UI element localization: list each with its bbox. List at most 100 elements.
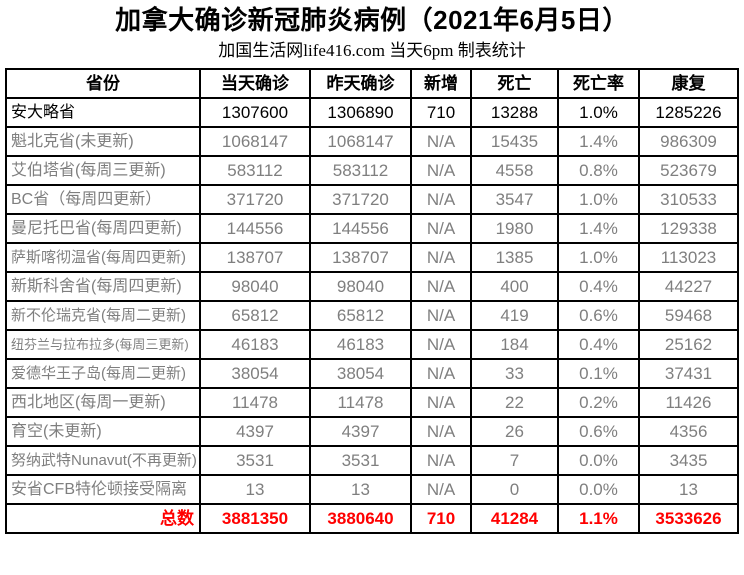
province-cell: 爱德华王子岛(每周二更新) <box>5 358 201 389</box>
death-rate-cell: 0.0% <box>557 474 640 505</box>
deaths-cell: 13288 <box>470 97 559 128</box>
today-confirmed-cell: 46183 <box>199 329 311 360</box>
today-confirmed-cell: 11478 <box>199 387 311 418</box>
province-cell: 艾伯塔省(每周三更新) <box>5 155 201 186</box>
province-cell: 曼尼托巴省(每周四更新) <box>5 213 201 244</box>
deaths-cell: 4558 <box>470 155 559 186</box>
table-row: 努纳武特Nunavut(不再更新) 3531 3531 N/A 7 0.0% 3… <box>5 445 739 476</box>
yesterday-confirmed-cell: 98040 <box>309 271 412 302</box>
yesterday-confirmed-cell: 3531 <box>309 445 412 476</box>
recovered-cell: 3435 <box>638 445 739 476</box>
today-confirmed-cell: 98040 <box>199 271 311 302</box>
province-cell: 安省CFB特伦顿接受隔离 <box>5 474 201 505</box>
new-cases-cell: 710 <box>410 97 472 128</box>
table-row: 安大略省 1307600 1306890 710 13288 1.0% 1285… <box>5 97 739 128</box>
today-confirmed-cell: 1307600 <box>199 97 311 128</box>
recovered-cell: 113023 <box>638 242 739 273</box>
new-cases-cell: N/A <box>410 358 472 389</box>
yesterday-confirmed-cell: 65812 <box>309 300 412 331</box>
today-confirmed-cell: 1068147 <box>199 126 311 157</box>
today-confirmed-cell: 65812 <box>199 300 311 331</box>
death-rate-cell: 1.0% <box>557 97 640 128</box>
table-body: 安大略省 1307600 1306890 710 13288 1.0% 1285… <box>5 97 739 505</box>
page-subtitle: 加国生活网life416.com 当天6pm 制表统计 <box>218 41 526 60</box>
table-row: 曼尼托巴省(每周四更新) 144556 144556 N/A 1980 1.4%… <box>5 213 739 244</box>
deaths-cell: 22 <box>470 387 559 418</box>
yesterday-confirmed-cell: 371720 <box>309 184 412 215</box>
table-row: BC省（每周四更新） 371720 371720 N/A 3547 1.0% 3… <box>5 184 739 215</box>
yesterday-confirmed-cell: 144556 <box>309 213 412 244</box>
page-title: 加拿大确诊新冠肺炎病例（2021年6月5日） <box>115 5 629 35</box>
province-cell: 纽芬兰与拉布拉多(每周三更新) <box>5 329 201 360</box>
today-confirmed-cell: 138707 <box>199 242 311 273</box>
recovered-cell: 129338 <box>638 213 739 244</box>
table-row: 新斯科舍省(每周四更新) 98040 98040 N/A 400 0.4% 44… <box>5 271 739 302</box>
today-confirmed-cell: 3531 <box>199 445 311 476</box>
total-today-confirmed: 3881350 <box>199 503 311 534</box>
table-row: 魁北克省(未更新) 1068147 1068147 N/A 15435 1.4%… <box>5 126 739 157</box>
new-cases-cell: N/A <box>410 445 472 476</box>
table-row: 西北地区(每周一更新) 11478 11478 N/A 22 0.2% 1142… <box>5 387 739 418</box>
new-cases-cell: N/A <box>410 300 472 331</box>
deaths-cell: 1980 <box>470 213 559 244</box>
col-header-recovered: 康复 <box>638 68 739 99</box>
province-cell: 新斯科舍省(每周四更新) <box>5 271 201 302</box>
table-header: 省份 当天确诊 昨天确诊 新增 死亡 死亡率 康复 <box>5 68 739 99</box>
new-cases-cell: N/A <box>410 126 472 157</box>
new-cases-cell: N/A <box>410 387 472 418</box>
death-rate-cell: 0.4% <box>557 271 640 302</box>
yesterday-confirmed-cell: 11478 <box>309 387 412 418</box>
yesterday-confirmed-cell: 138707 <box>309 242 412 273</box>
death-rate-cell: 0.6% <box>557 300 640 331</box>
death-rate-cell: 1.4% <box>557 126 640 157</box>
recovered-cell: 59468 <box>638 300 739 331</box>
table-row: 萨斯喀彻温省(每周四更新) 138707 138707 N/A 1385 1.0… <box>5 242 739 273</box>
new-cases-cell: N/A <box>410 416 472 447</box>
deaths-cell: 1385 <box>470 242 559 273</box>
recovered-cell: 13 <box>638 474 739 505</box>
yesterday-confirmed-cell: 583112 <box>309 155 412 186</box>
table-row: 爱德华王子岛(每周二更新) 38054 38054 N/A 33 0.1% 37… <box>5 358 739 389</box>
province-cell: 安大略省 <box>5 97 201 128</box>
recovered-cell: 986309 <box>638 126 739 157</box>
total-row: 总数 3881350 3880640 710 41284 1.1% 353362… <box>5 503 739 534</box>
total-deaths: 41284 <box>470 503 559 534</box>
col-header-yesterday-confirmed: 昨天确诊 <box>309 68 412 99</box>
yesterday-confirmed-cell: 38054 <box>309 358 412 389</box>
province-cell: 努纳武特Nunavut(不再更新) <box>5 445 201 476</box>
table-row: 安省CFB特伦顿接受隔离 13 13 N/A 0 0.0% 13 <box>5 474 739 505</box>
new-cases-cell: N/A <box>410 213 472 244</box>
deaths-cell: 3547 <box>470 184 559 215</box>
table-footer: 总数 3881350 3880640 710 41284 1.1% 353362… <box>5 503 739 534</box>
death-rate-cell: 1.0% <box>557 184 640 215</box>
recovered-cell: 4356 <box>638 416 739 447</box>
death-rate-cell: 0.1% <box>557 358 640 389</box>
death-rate-cell: 0.6% <box>557 416 640 447</box>
death-rate-cell: 0.2% <box>557 387 640 418</box>
new-cases-cell: N/A <box>410 184 472 215</box>
col-header-deaths: 死亡 <box>470 68 559 99</box>
today-confirmed-cell: 4397 <box>199 416 311 447</box>
statistics-page: 加拿大确诊新冠肺炎病例（2021年6月5日） 加国生活网life416.com … <box>0 5 744 534</box>
province-cell: 新不伦瑞克省(每周二更新) <box>5 300 201 331</box>
total-death-rate: 1.1% <box>557 503 640 534</box>
deaths-cell: 400 <box>470 271 559 302</box>
new-cases-cell: N/A <box>410 242 472 273</box>
province-cell: 萨斯喀彻温省(每周四更新) <box>5 242 201 273</box>
table-row: 纽芬兰与拉布拉多(每周三更新) 46183 46183 N/A 184 0.4%… <box>5 329 739 360</box>
province-cell: 西北地区(每周一更新) <box>5 387 201 418</box>
death-rate-cell: 1.0% <box>557 242 640 273</box>
yesterday-confirmed-cell: 46183 <box>309 329 412 360</box>
total-yesterday-confirmed: 3880640 <box>309 503 412 534</box>
deaths-cell: 419 <box>470 300 559 331</box>
death-rate-cell: 0.4% <box>557 329 640 360</box>
recovered-cell: 11426 <box>638 387 739 418</box>
today-confirmed-cell: 144556 <box>199 213 311 244</box>
col-header-death-rate: 死亡率 <box>557 68 640 99</box>
recovered-cell: 25162 <box>638 329 739 360</box>
recovered-cell: 1285226 <box>638 97 739 128</box>
recovered-cell: 310533 <box>638 184 739 215</box>
deaths-cell: 7 <box>470 445 559 476</box>
col-header-province: 省份 <box>5 68 201 99</box>
recovered-cell: 44227 <box>638 271 739 302</box>
